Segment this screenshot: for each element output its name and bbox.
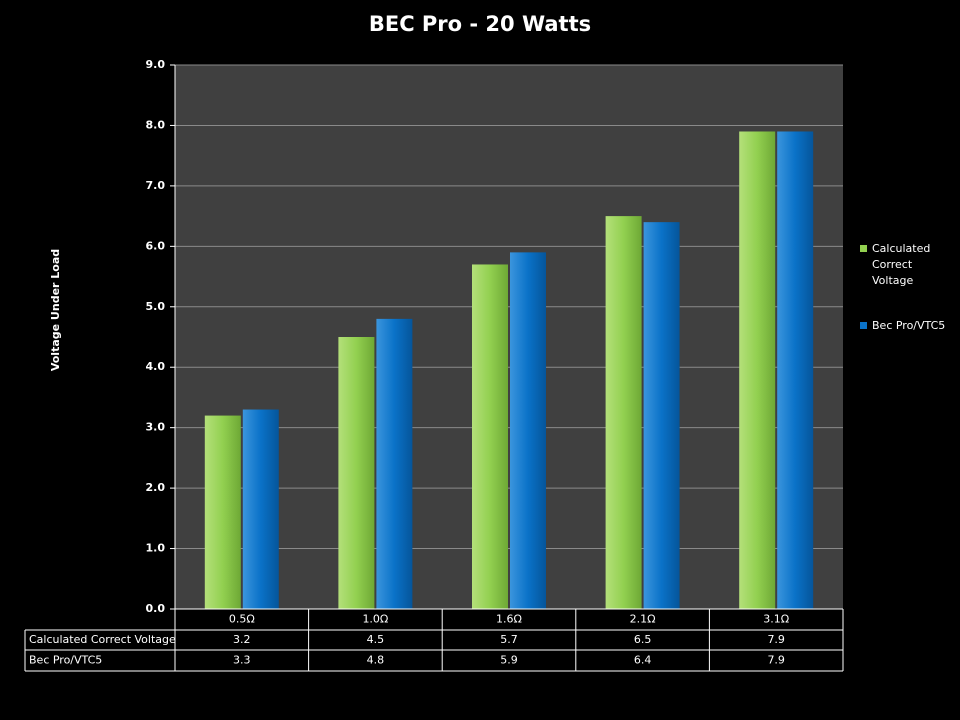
- table-value: 7.9: [767, 633, 785, 646]
- y-tick-label: 1.0: [146, 542, 166, 555]
- bar: [605, 216, 642, 609]
- x-tick-label: 3.1Ω: [763, 613, 789, 626]
- chart-title: BEC Pro - 20 Watts: [369, 12, 591, 36]
- y-tick-label: 4.0: [146, 360, 166, 373]
- bar: [242, 409, 279, 609]
- table-value: 6.5: [634, 633, 652, 646]
- bar: [777, 131, 814, 609]
- y-tick-label: 3.0: [146, 421, 166, 434]
- bar: [643, 222, 680, 609]
- x-tick-label: 1.0Ω: [362, 613, 388, 626]
- y-tick-label: 6.0: [146, 239, 166, 252]
- legend-item: Bec Pro/VTC5: [858, 318, 948, 334]
- y-tick-label: 5.0: [146, 300, 166, 313]
- x-tick-label: 0.5Ω: [229, 613, 255, 626]
- table-value: 5.7: [500, 633, 518, 646]
- legend-swatch: [860, 322, 867, 329]
- bar: [510, 252, 546, 609]
- y-tick-label: 2.0: [146, 481, 166, 494]
- table-value: 5.9: [500, 654, 518, 667]
- table-value: 3.3: [233, 654, 251, 667]
- bar: [739, 131, 776, 609]
- table-value: 4.8: [367, 654, 385, 667]
- bar: [472, 264, 508, 609]
- table-value: 6.4: [634, 654, 652, 667]
- table-series-name: Calculated Correct Voltage: [29, 633, 176, 646]
- legend-label: Bec Pro/VTC5: [872, 319, 946, 332]
- y-axis-label: Voltage Under Load: [49, 249, 62, 371]
- y-tick-label: 8.0: [146, 118, 166, 131]
- bar: [338, 337, 375, 609]
- legend-swatch: [860, 245, 867, 252]
- table-value: 7.9: [767, 654, 785, 667]
- bar: [376, 318, 413, 609]
- bar: [204, 415, 241, 609]
- x-tick-label: 1.6Ω: [496, 613, 522, 626]
- x-tick-label: 2.1Ω: [630, 613, 656, 626]
- y-tick-label: 7.0: [146, 179, 166, 192]
- table-series-name: Bec Pro/VTC5: [29, 654, 102, 667]
- y-tick-label: 0.0: [146, 602, 166, 615]
- y-tick-label: 9.0: [146, 58, 166, 71]
- table-value: 4.5: [367, 633, 385, 646]
- legend-item: Calculated Correct Voltage: [858, 241, 948, 289]
- plot-area: [175, 65, 843, 609]
- table-value: 3.2: [233, 633, 251, 646]
- legend-label: Calculated Correct Voltage: [872, 242, 931, 287]
